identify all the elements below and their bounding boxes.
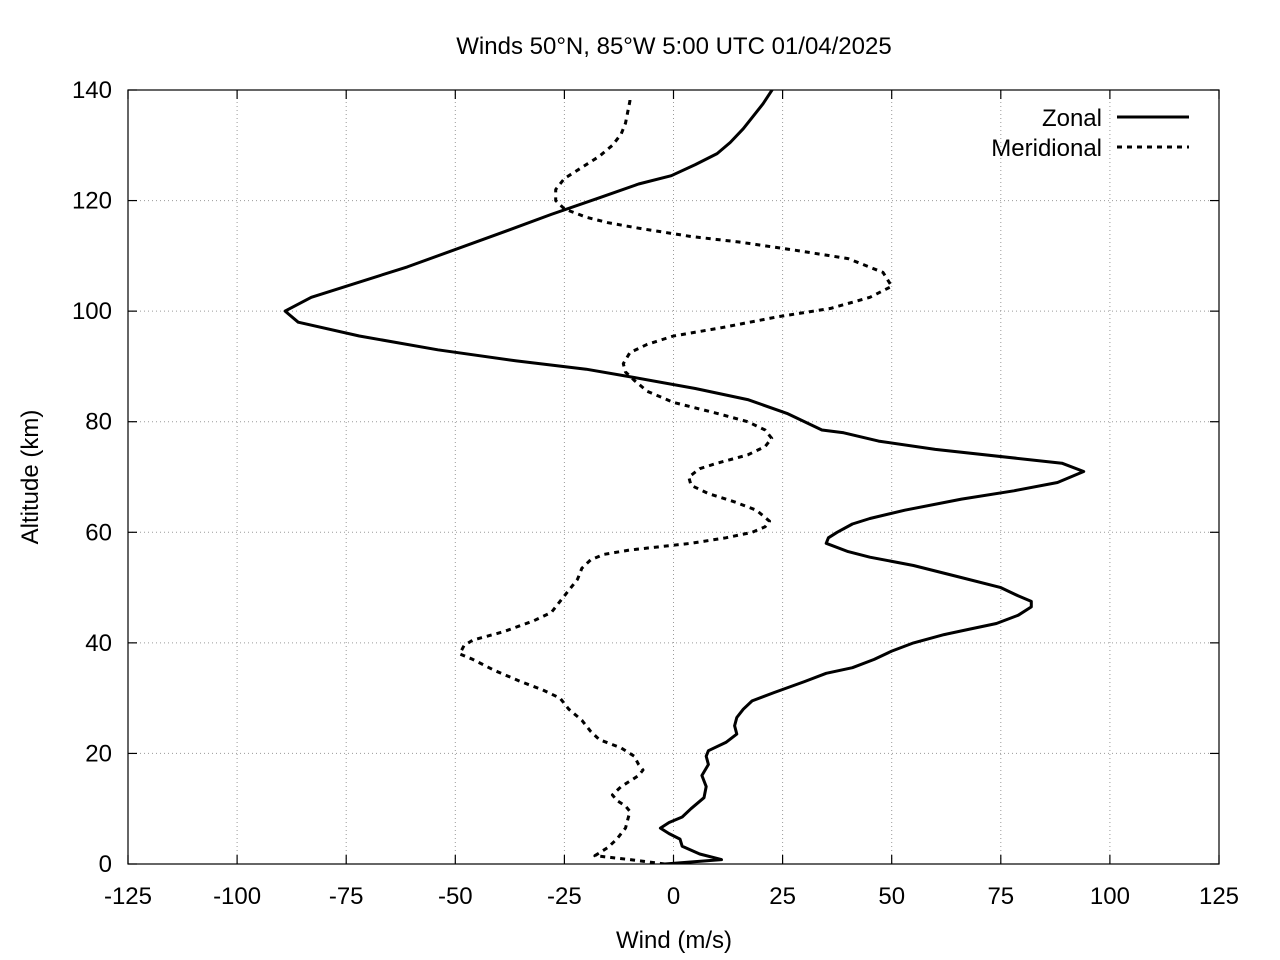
grid-lines xyxy=(128,90,1219,864)
y-tick-label: 0 xyxy=(99,851,112,878)
x-axis-title: Wind (m/s) xyxy=(616,927,732,954)
y-tick-label: 20 xyxy=(85,740,112,767)
y-tick-label: 140 xyxy=(72,77,112,104)
y-tick-label: 40 xyxy=(85,630,112,657)
series-line-meridional xyxy=(458,95,894,864)
x-tick-label: -100 xyxy=(213,883,261,910)
axis-ticks xyxy=(127,89,1220,865)
series-layer xyxy=(283,90,1086,864)
x-tick-label: 50 xyxy=(878,883,905,910)
legend-label-zonal: Zonal xyxy=(1042,105,1102,132)
y-tick-label: 120 xyxy=(72,188,112,215)
x-tick-labels: -125 -100 -75 -50 -25 0 25 50 75 100 125 xyxy=(104,883,1239,910)
x-tick-label: -50 xyxy=(438,883,473,910)
x-tick-label: 25 xyxy=(769,883,796,910)
x-tick-label: 100 xyxy=(1090,883,1130,910)
x-tick-label: 0 xyxy=(667,883,680,910)
y-tick-label: 100 xyxy=(72,298,112,325)
series-line-zonal xyxy=(283,90,1086,864)
y-axis-title: Altitude (km) xyxy=(17,410,44,545)
x-tick-label: -75 xyxy=(329,883,364,910)
y-tick-labels: 0 20 40 60 80 100 120 140 xyxy=(72,77,112,878)
legend: Zonal Meridional xyxy=(991,105,1189,162)
legend-label-meridional: Meridional xyxy=(991,135,1102,162)
y-tick-label: 80 xyxy=(85,409,112,436)
x-tick-label: 75 xyxy=(987,883,1014,910)
x-tick-label: -125 xyxy=(104,883,152,910)
x-tick-label: -25 xyxy=(547,883,582,910)
chart-title: Winds 50°N, 85°W 5:00 UTC 01/04/2025 xyxy=(456,33,891,60)
x-tick-label: 125 xyxy=(1199,883,1239,910)
y-tick-label: 60 xyxy=(85,519,112,546)
